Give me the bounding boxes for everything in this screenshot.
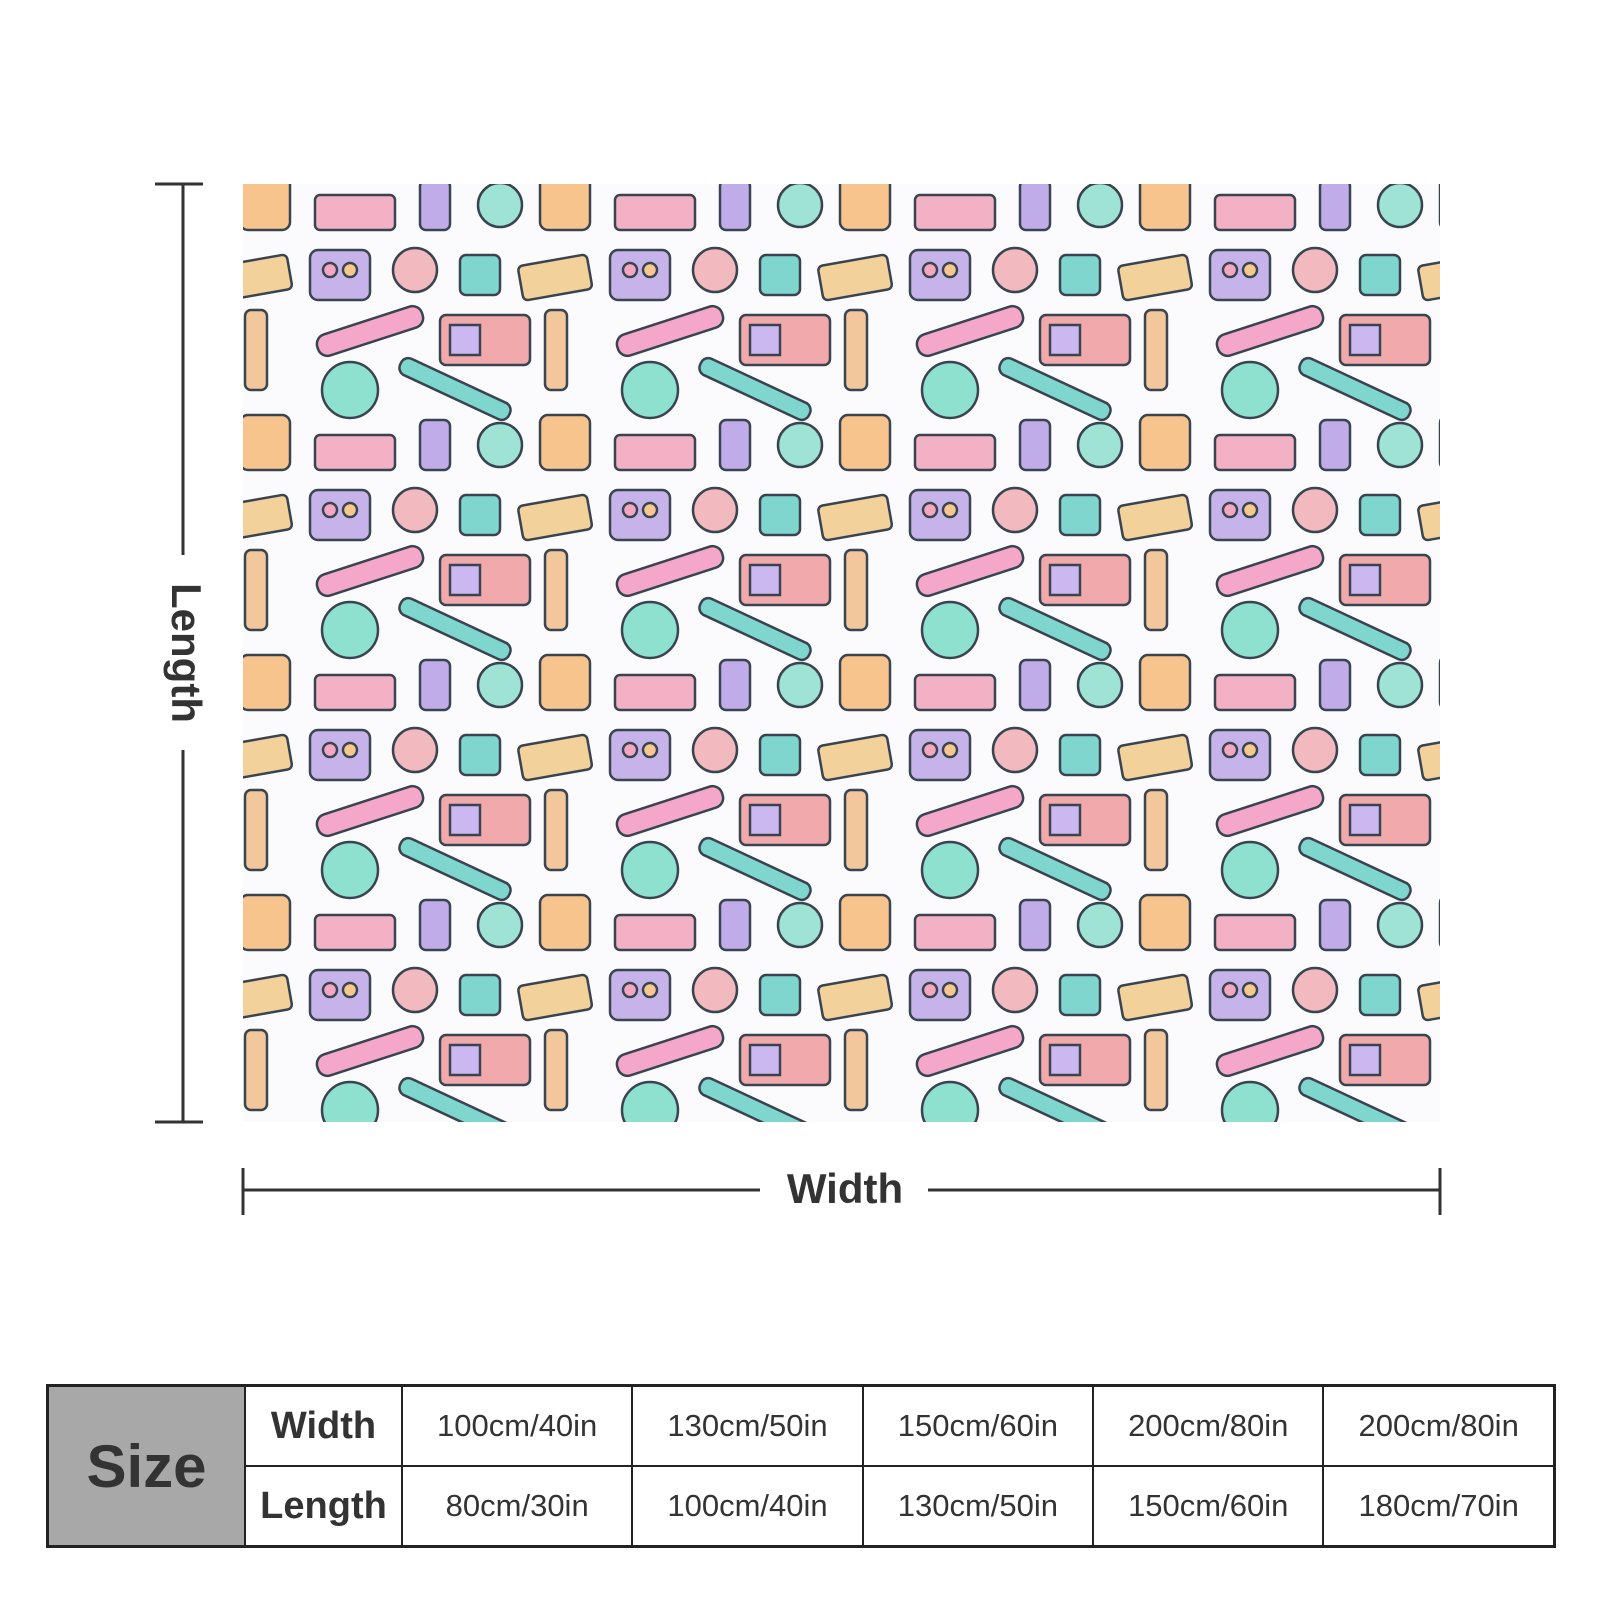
row-label: Width [244, 1384, 403, 1467]
size-value: 150cm/60in [1092, 1465, 1325, 1548]
size-table: Size Width 100cm/40in 130cm/50in 150cm/60in 2… [46, 1384, 1556, 1548]
size-header: Size [46, 1384, 246, 1548]
row-label: Length [244, 1465, 403, 1548]
blanket [243, 184, 1440, 1122]
size-value: 130cm/50in [631, 1384, 864, 1467]
size-value: 100cm/40in [631, 1465, 864, 1548]
length-label: Length [163, 583, 210, 723]
size-value: 100cm/40in [400, 1384, 634, 1467]
size-value: 150cm/60in [861, 1384, 1095, 1467]
size-value: 130cm/50in [861, 1465, 1095, 1548]
size-value: 200cm/80in [1092, 1384, 1325, 1467]
table-row: Length 80cm/30in 100cm/40in 130cm/50in 150cm… [48, 1465, 1556, 1548]
width-label: Width [787, 1165, 903, 1212]
size-value: 200cm/80in [1322, 1384, 1556, 1467]
table-row: Size Width 100cm/40in 130cm/50in 150cm/60in 2… [46, 1384, 1556, 1548]
size-value: 80cm/30in [400, 1465, 634, 1548]
size-value: 180cm/70in [1322, 1465, 1556, 1548]
dimension-lines [155, 182, 1442, 1215]
